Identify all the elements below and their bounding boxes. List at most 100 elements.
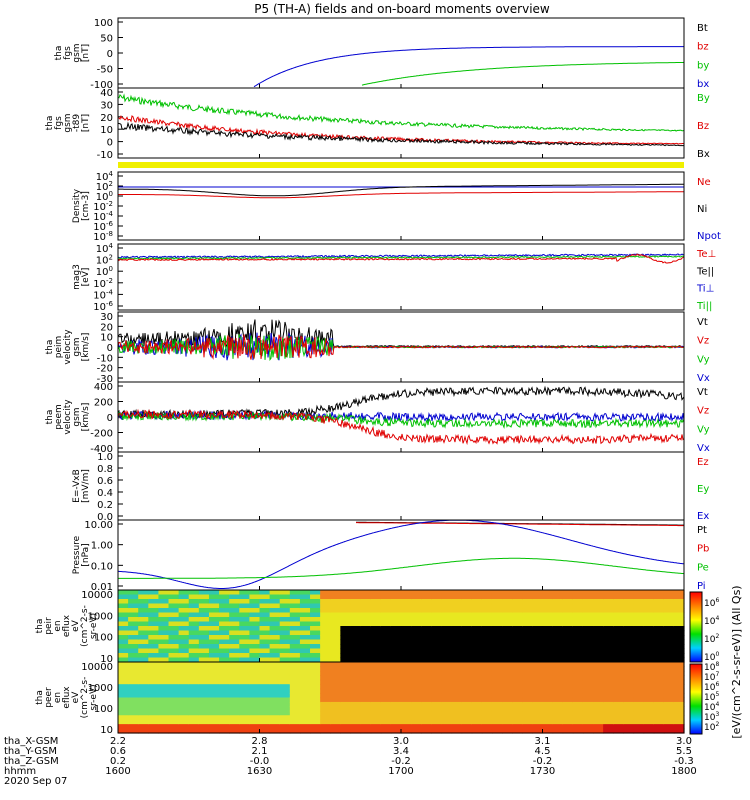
peer-spectrogram-cell <box>623 679 635 685</box>
peir-spectrogram-cell <box>360 653 372 659</box>
peir-spectrogram-cell <box>350 648 362 654</box>
peir-spectrogram-cell <box>643 653 655 659</box>
peer-spectrogram-cell <box>663 693 675 699</box>
peer-spectrogram-cell <box>390 724 402 730</box>
peir-spectrogram-cell <box>603 612 614 618</box>
peer-spectrogram-cell <box>208 728 220 734</box>
panel-9-ylabel: eV <box>71 619 81 632</box>
peer-spectrogram-cell <box>411 715 422 721</box>
peer-spectrogram-cell <box>178 719 190 725</box>
peir-spectrogram-cell <box>340 617 352 623</box>
peer-spectrogram-cell <box>481 684 493 690</box>
peir-spectrogram-cell <box>613 635 624 641</box>
peer-spectrogram-cell <box>259 710 271 716</box>
peir-spectrogram-cell <box>128 635 139 641</box>
peir-spectrogram-cell <box>269 639 281 645</box>
peir-spectrogram-cell <box>532 617 544 623</box>
peer-spectrogram-cell <box>219 662 230 668</box>
x-tick-label: 1600 <box>105 766 130 777</box>
peer-spectrogram-cell <box>340 724 352 730</box>
peir-spectrogram-cell <box>158 657 170 663</box>
peer-spectrogram-cell <box>148 724 160 730</box>
peer-spectrogram-cell <box>542 697 554 703</box>
peir-spectrogram-cell <box>380 648 392 654</box>
peir-spectrogram-cell <box>593 612 604 618</box>
peer-spectrogram-cell <box>188 684 200 690</box>
peer-spectrogram-cell <box>562 728 574 734</box>
peer-spectrogram-cell <box>188 688 200 694</box>
peir-spectrogram-cell <box>512 621 523 627</box>
peir-spectrogram-cell <box>168 639 180 645</box>
peir-spectrogram-cell <box>330 657 341 663</box>
peer-spectrogram-cell <box>491 688 503 694</box>
peir-spectrogram-cell <box>178 657 190 663</box>
peir-spectrogram-cell <box>380 594 392 600</box>
peir-spectrogram-cell <box>502 608 513 614</box>
peir-spectrogram-cell <box>542 608 554 614</box>
peir-spectrogram-cell <box>178 608 190 614</box>
peir-spectrogram-cell <box>532 644 544 650</box>
peir-spectrogram-cell <box>320 635 331 641</box>
peir-spectrogram-cell <box>229 657 240 663</box>
legend-pt: Pt <box>697 525 707 536</box>
peir-spectrogram-cell <box>279 653 291 659</box>
peer-spectrogram-cell <box>178 710 190 716</box>
peer-spectrogram-cell <box>320 679 331 685</box>
peir-spectrogram-cell <box>421 599 432 605</box>
peer-spectrogram-cell <box>401 715 412 721</box>
peir-spectrogram-cell <box>198 594 210 600</box>
peir-spectrogram-cell <box>299 621 311 627</box>
peir-spectrogram-cell <box>380 599 392 605</box>
panel-3-ytick: 102 <box>96 180 113 193</box>
peir-spectrogram-cell <box>593 653 604 659</box>
peer-spectrogram-cell <box>380 688 392 694</box>
peir-spectrogram-cell <box>673 621 685 627</box>
peir-spectrogram-cell <box>441 657 453 663</box>
peir-spectrogram-cell <box>613 617 624 623</box>
peer-spectrogram-cell <box>310 688 321 694</box>
peir-spectrogram-cell <box>613 603 624 609</box>
peer-spectrogram-cell <box>491 675 503 681</box>
peir-spectrogram-cell <box>380 608 392 614</box>
peir-spectrogram-cell <box>208 621 220 627</box>
peir-spectrogram-cell <box>198 603 210 609</box>
peir-spectrogram-cell <box>593 630 604 636</box>
peer-spectrogram-cell <box>370 693 382 699</box>
peir-spectrogram-cell <box>411 594 422 600</box>
peir-spectrogram-cell <box>663 630 675 636</box>
peer-spectrogram-cell <box>653 728 665 734</box>
peir-spectrogram-cell <box>451 630 463 636</box>
peir-spectrogram-cell <box>623 621 635 627</box>
peer-spectrogram-cell <box>310 693 321 699</box>
peir-spectrogram-cell <box>613 626 624 632</box>
peir-spectrogram-cell <box>249 626 261 632</box>
peer-spectrogram-cell <box>239 715 250 721</box>
peir-spectrogram-cell <box>471 590 483 596</box>
peir-spectrogram-cell <box>471 639 483 645</box>
peer-spectrogram-cell <box>582 675 594 681</box>
peer-spectrogram-cell <box>532 724 544 730</box>
peer-spectrogram-cell <box>350 679 362 685</box>
peer-spectrogram-cell <box>370 719 382 725</box>
peir-spectrogram-cell <box>451 621 463 627</box>
peir-spectrogram-cell <box>178 621 190 627</box>
peir-spectrogram-cell <box>623 639 635 645</box>
peir-spectrogram-cell <box>279 603 291 609</box>
peer-spectrogram-cell <box>431 675 443 681</box>
peir-spectrogram-cell <box>229 599 240 605</box>
peir-spectrogram-cell <box>623 630 635 636</box>
peir-spectrogram-cell <box>512 630 523 636</box>
peer-spectrogram-cell <box>148 693 160 699</box>
peir-spectrogram-cell <box>259 657 271 663</box>
peer-spectrogram-cell <box>360 724 372 730</box>
peer-spectrogram-cell <box>451 679 463 685</box>
peer-spectrogram-cell <box>320 666 331 672</box>
peer-spectrogram-cell <box>229 697 240 703</box>
panel-2-ylabel: gsm <box>63 113 73 132</box>
peir-spectrogram-cell <box>542 639 554 645</box>
peer-spectrogram-cell <box>532 693 544 699</box>
peir-spectrogram-cell <box>461 617 473 623</box>
peer-spectrogram-cell <box>178 662 190 668</box>
peir-spectrogram-cell <box>340 599 352 605</box>
peir-spectrogram-cell <box>613 648 624 654</box>
